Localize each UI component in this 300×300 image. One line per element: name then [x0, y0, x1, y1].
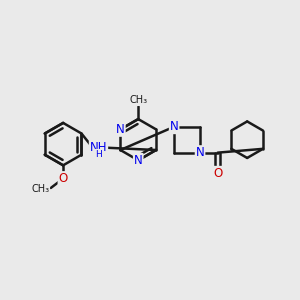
- Text: H: H: [95, 150, 102, 159]
- Text: N: N: [170, 120, 178, 133]
- Text: N: N: [116, 123, 125, 136]
- Text: CH₃: CH₃: [129, 95, 147, 105]
- Text: O: O: [213, 167, 222, 180]
- Text: N: N: [134, 154, 142, 167]
- Text: NH: NH: [90, 141, 107, 154]
- Text: O: O: [58, 172, 68, 185]
- Text: CH₃: CH₃: [31, 184, 49, 194]
- Text: N: N: [196, 146, 204, 159]
